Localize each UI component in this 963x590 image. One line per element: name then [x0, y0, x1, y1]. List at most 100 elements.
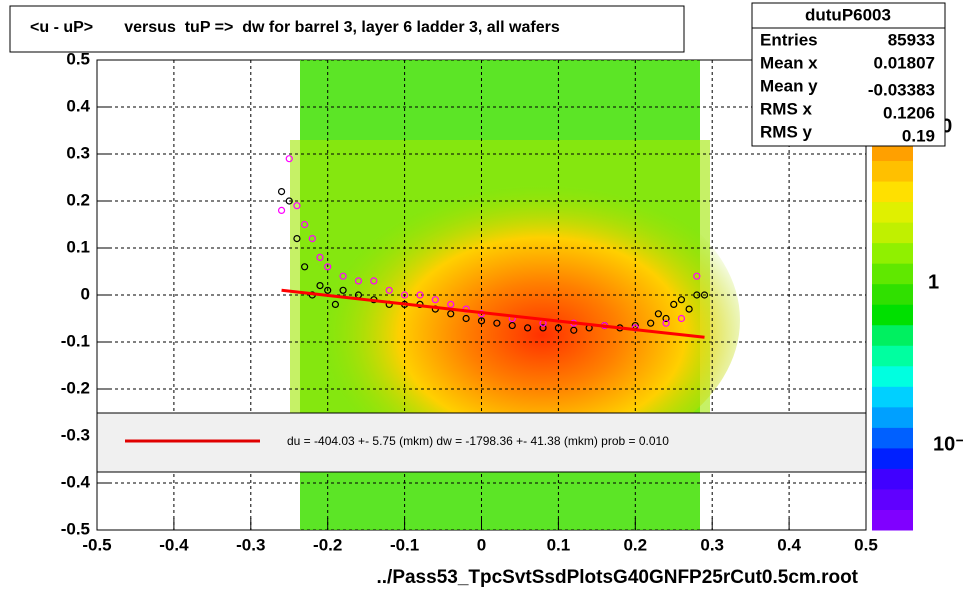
stats-label: Mean y: [760, 76, 818, 95]
point: [293, 202, 301, 210]
x-tick-label: 0.3: [700, 535, 724, 554]
y-tick-label: -0.3: [61, 425, 90, 444]
title-box: [9, 5, 685, 53]
x-tick-label: 0.1: [547, 535, 571, 554]
point: [693, 291, 701, 299]
stats-value: 0.01807: [874, 53, 935, 72]
stats-value: 0.1206: [883, 103, 935, 122]
point: [339, 286, 347, 294]
point: [670, 300, 678, 308]
colorbar-label: 1: [928, 271, 939, 293]
colorbar-cell: [872, 160, 913, 182]
stats-value: 85933: [888, 30, 935, 49]
point: [416, 291, 424, 299]
y-tick-label: 0.1: [66, 237, 90, 256]
fit-text: du = -404.03 +- 5.75 (mkm) dw = -1798.36…: [287, 434, 669, 448]
colorbar-cell: [872, 447, 913, 469]
stats-label: RMS y: [760, 122, 813, 141]
colorbar-cell: [872, 406, 913, 428]
colorbar-cell: [872, 468, 913, 490]
point: [477, 317, 486, 325]
x-tick-label: -0.5: [82, 535, 111, 554]
point: [447, 300, 455, 308]
x-tick-label: -0.3: [236, 535, 265, 554]
y-tick-label: -0.4: [61, 472, 91, 491]
colorbar-cell: [872, 386, 913, 408]
heatmap-core: [300, 170, 740, 470]
point: [662, 319, 670, 327]
point: [693, 272, 701, 280]
point: [316, 282, 324, 290]
x-tick-label: 0.2: [623, 535, 647, 554]
point: [700, 291, 709, 299]
point: [539, 324, 547, 332]
colorbar-cell: [872, 365, 913, 387]
point: [285, 155, 293, 163]
colorbar-cell: [872, 201, 913, 223]
point: [301, 263, 309, 271]
point: [293, 235, 301, 243]
point: [462, 314, 470, 323]
y-tick-label: 0.4: [66, 96, 90, 115]
stats-value: 0.19: [902, 126, 935, 145]
y-tick-label: 0: [81, 284, 90, 303]
colorbar-cell: [872, 427, 913, 449]
colorbar-cell: [872, 263, 913, 285]
y-tick-label: 0.2: [66, 190, 90, 209]
point: [354, 277, 363, 285]
colorbar-cell: [872, 509, 913, 531]
point: [570, 326, 578, 334]
point: [447, 310, 455, 318]
point: [677, 314, 686, 323]
colorbar-label: 10⁻¹: [933, 433, 963, 455]
point: [524, 324, 532, 332]
stats-title: dutuP6003: [805, 5, 891, 24]
point: [554, 324, 563, 332]
y-tick-label: -0.2: [61, 378, 90, 397]
point: [401, 291, 409, 299]
point: [370, 277, 378, 285]
x-tick-label: -0.2: [313, 535, 342, 554]
x-tick-label: 0.4: [777, 535, 801, 554]
point: [654, 310, 662, 318]
y-tick-label: -0.1: [61, 331, 90, 350]
fit-line: [281, 288, 705, 339]
point: [285, 197, 293, 205]
point: [308, 235, 316, 243]
colorbar-cell: [872, 324, 913, 346]
point: [508, 321, 516, 330]
stats-label: Entries: [760, 30, 818, 49]
x-axis-label: ../Pass53_TpcSvtSsdPlotsG40GNFP25rCut0.5…: [376, 567, 858, 588]
point: [324, 263, 332, 271]
point: [331, 300, 339, 308]
point: [431, 296, 439, 304]
colorbar-cell: [872, 304, 913, 326]
stats-label: Mean x: [760, 53, 818, 72]
point: [324, 286, 332, 294]
colorbar-cell: [872, 488, 913, 510]
point: [493, 319, 501, 327]
colorbar-cell: [872, 345, 913, 367]
point: [301, 220, 309, 229]
stats-value: -0.03383: [868, 80, 935, 99]
colorbar-cell: [872, 242, 913, 264]
point: [647, 319, 655, 327]
y-tick-label: 0.5: [66, 49, 90, 68]
colorbar-cell: [872, 181, 913, 203]
point: [339, 272, 347, 280]
point: [662, 314, 670, 323]
chart-title: <u - uP> versus tuP => dw for barrel 3, …: [30, 19, 560, 36]
point: [277, 188, 286, 196]
y-tick-label: -0.5: [61, 519, 90, 538]
colorbar-cell: [872, 222, 913, 244]
fit-legend: [96, 412, 867, 473]
point: [385, 286, 393, 294]
point: [677, 296, 686, 304]
stats-label: RMS x: [760, 99, 813, 118]
stats-box: [751, 2, 946, 147]
x-tick-label: -0.4: [159, 535, 189, 554]
point: [316, 253, 324, 261]
x-tick-label: -0.1: [390, 535, 419, 554]
point: [685, 305, 693, 313]
